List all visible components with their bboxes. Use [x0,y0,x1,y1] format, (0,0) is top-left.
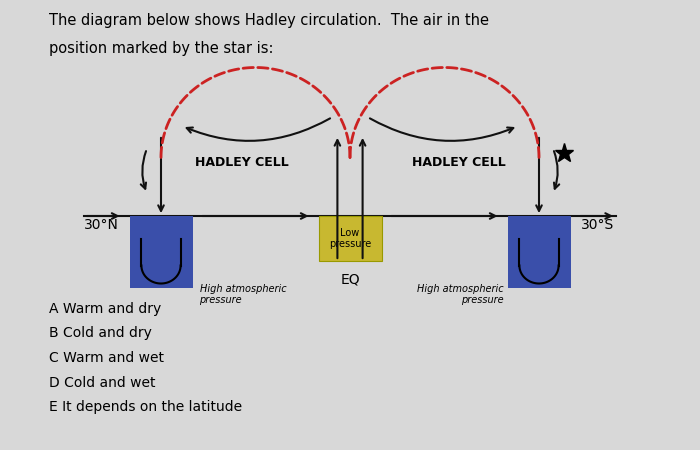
Bar [318,216,382,261]
Text: HADLEY CELL: HADLEY CELL [412,156,505,168]
Bar [130,216,192,288]
Text: EQ: EQ [340,272,360,286]
Text: E It depends on the latitude: E It depends on the latitude [49,400,242,414]
Text: High atmospheric
pressure: High atmospheric pressure [417,284,504,305]
Bar [508,216,570,288]
Text: 30°N: 30°N [84,218,119,232]
Text: position marked by the star is:: position marked by the star is: [49,40,274,55]
Text: Low
pressure: Low pressure [329,228,371,249]
Text: D Cold and wet: D Cold and wet [49,376,155,390]
Text: A Warm and dry: A Warm and dry [49,302,161,315]
Text: C Warm and wet: C Warm and wet [49,351,164,365]
Text: The diagram below shows Hadley circulation.  The air in the: The diagram below shows Hadley circulati… [49,14,489,28]
Text: 30°S: 30°S [581,218,615,232]
Text: High atmospheric
pressure: High atmospheric pressure [199,284,286,305]
Text: B Cold and dry: B Cold and dry [49,326,152,340]
Text: HADLEY CELL: HADLEY CELL [195,156,288,168]
